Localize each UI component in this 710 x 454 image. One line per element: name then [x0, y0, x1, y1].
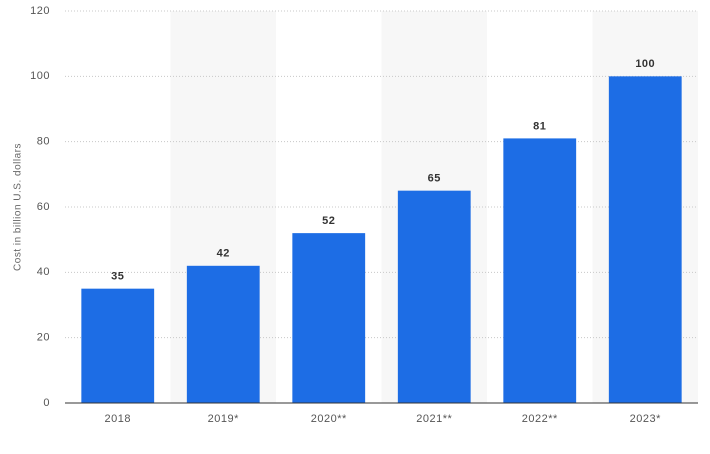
y-tick-label: 100: [30, 70, 50, 82]
bar: [503, 138, 577, 403]
y-tick-label: 0: [43, 397, 50, 409]
value-label: 65: [428, 173, 441, 185]
y-tick-label: 40: [37, 266, 50, 278]
y-tick-label: 120: [30, 5, 50, 17]
x-tick-label: 2022**: [522, 413, 558, 425]
bar: [292, 233, 366, 403]
value-label: 35: [111, 271, 124, 283]
x-tick-label: 2020**: [311, 413, 347, 425]
value-label: 81: [533, 120, 546, 132]
x-tick-label: 2019*: [208, 413, 239, 425]
value-label: 52: [322, 215, 335, 227]
bar: [397, 190, 471, 403]
bar: [186, 265, 260, 403]
bar: [608, 76, 682, 403]
bar: [81, 288, 155, 403]
x-tick-label: 2018: [105, 413, 131, 425]
x-tick-label: 2023*: [630, 413, 661, 425]
value-label: 100: [635, 58, 655, 70]
y-tick-label: 80: [37, 136, 50, 148]
value-label: 42: [217, 248, 230, 260]
y-tick-label: 60: [37, 201, 50, 213]
x-tick-label: 2021**: [416, 413, 452, 425]
y-axis-label: Cost in billion U.S. dollars: [13, 143, 24, 271]
y-tick-label: 20: [37, 332, 50, 344]
